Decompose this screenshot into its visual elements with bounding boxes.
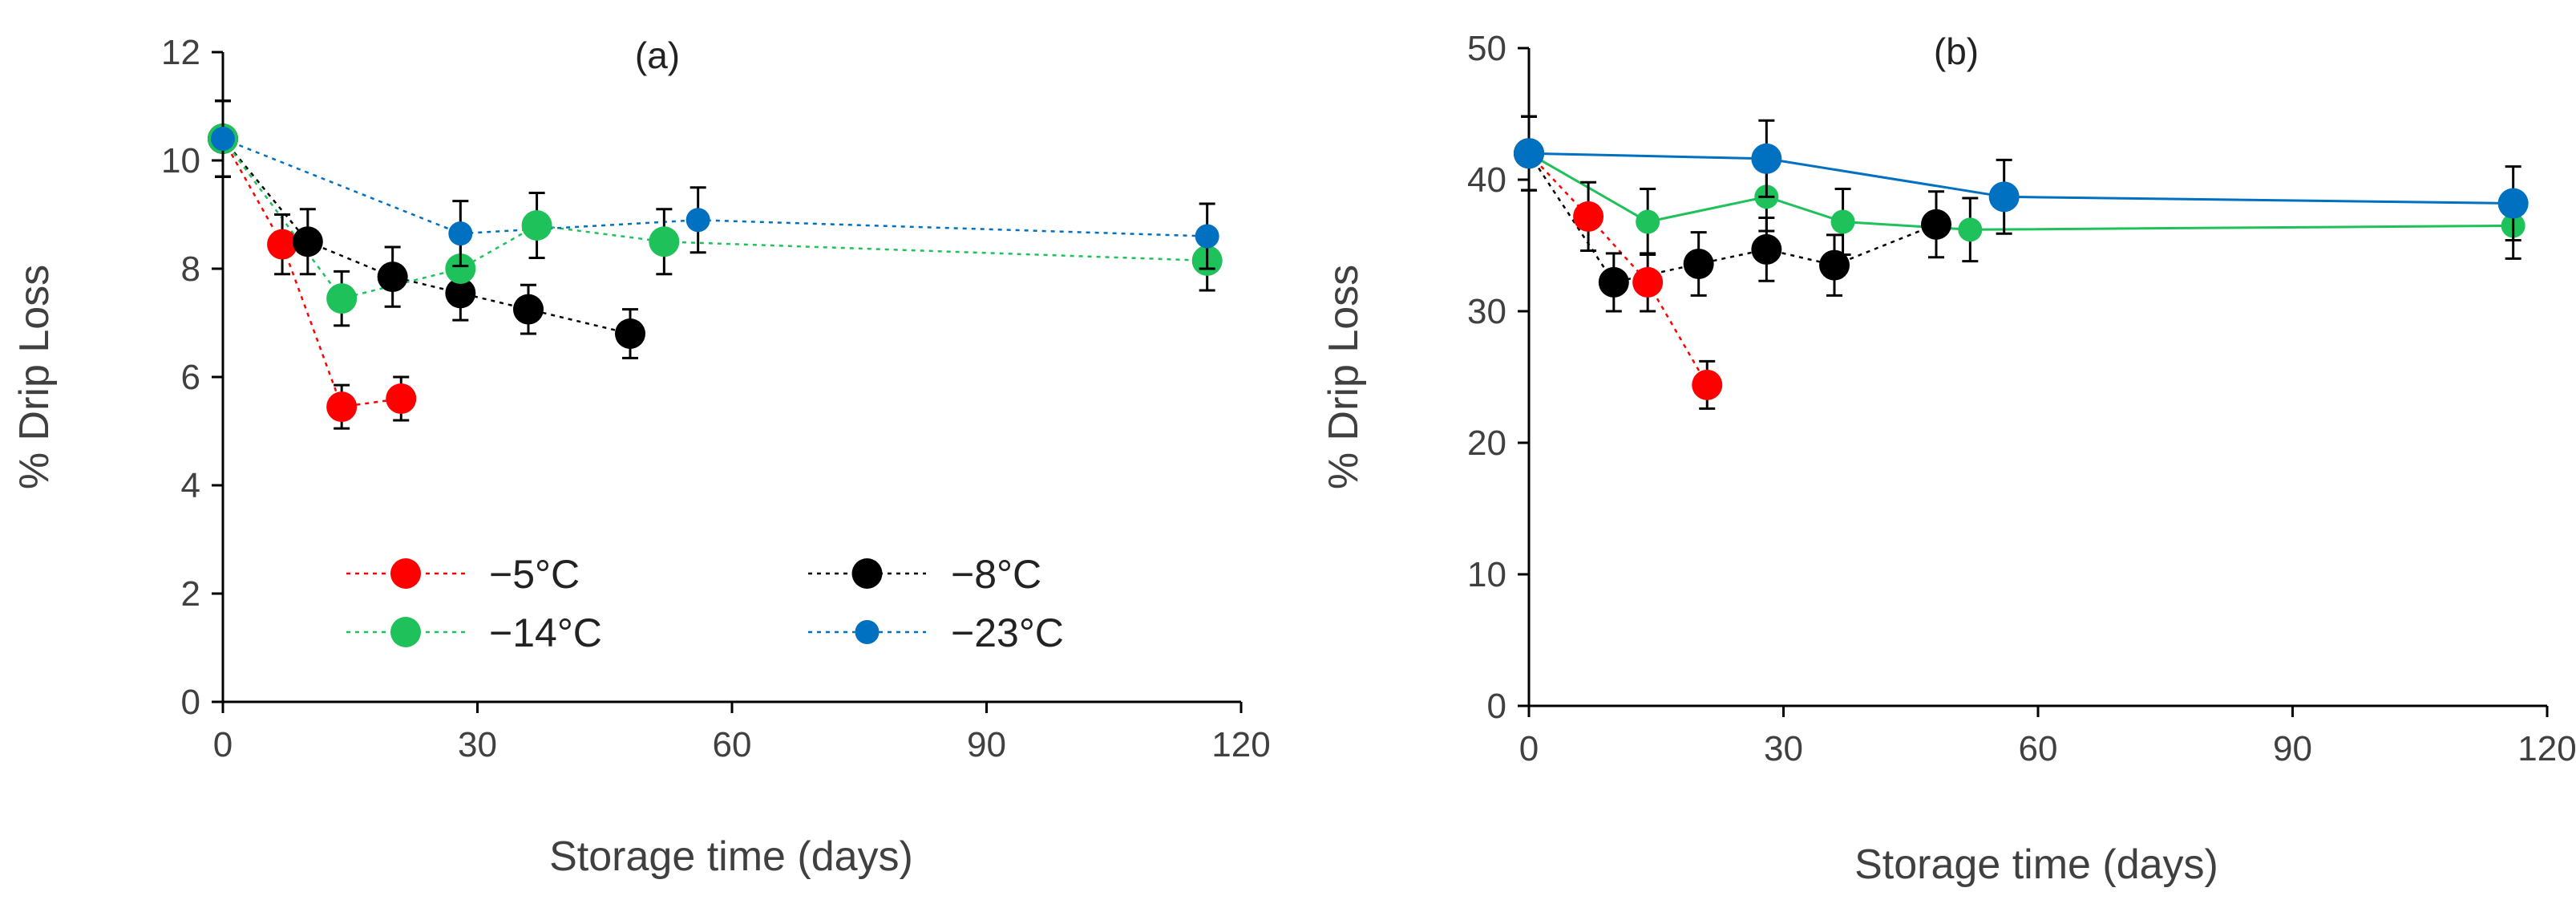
y-tick-label: 50	[1467, 29, 1506, 68]
data-point	[1958, 217, 1983, 242]
legend-marker	[851, 558, 883, 589]
panel-title: (a)	[635, 34, 680, 76]
y-tick-label: 10	[161, 141, 200, 180]
data-point	[448, 221, 473, 246]
series-line	[222, 137, 1207, 237]
x-tick-label: 90	[2273, 729, 2312, 768]
data-point	[1751, 143, 1782, 174]
legend: −5°C −8°C −14°C −23°C	[346, 552, 1064, 655]
y-tick-label: 0	[1487, 687, 1506, 726]
data-point	[1830, 209, 1855, 234]
series-line	[221, 138, 402, 408]
series-line	[222, 138, 631, 335]
x-tick-label: 90	[967, 725, 1006, 764]
data-point	[1988, 181, 2020, 213]
chart-panel-b: 0 30 60 90 120 0 10 20 30 40 50 (b) Storage time (da…	[1320, 29, 2576, 888]
x-tick-label: 60	[2019, 729, 2058, 768]
panel-title: (b)	[1934, 30, 1979, 72]
legend-marker	[855, 620, 880, 644]
data-point	[377, 261, 408, 293]
data-point	[292, 226, 323, 257]
data-point	[1195, 224, 1219, 249]
legend-label: −14°C	[489, 610, 602, 655]
data-point	[386, 383, 417, 414]
x-tick-label: 120	[2517, 729, 2576, 768]
y-tick-label: 2	[181, 574, 200, 614]
legend-label: −23°C	[951, 610, 1064, 655]
data-point	[1692, 369, 1723, 400]
legend-marker	[390, 617, 421, 647]
x-axis-title: Storage time (days)	[549, 833, 913, 880]
y-tick-label: 30	[1467, 292, 1506, 331]
data-point	[1751, 233, 1782, 265]
series-line	[1527, 152, 1937, 284]
data-point	[445, 253, 476, 284]
chart-panel-a: 0 30 60 90 120 0 2 4 6 8 10 12 (a) Storage time (days…	[11, 33, 1271, 880]
data-point	[1636, 209, 1660, 234]
legend-label: −8°C	[951, 552, 1041, 597]
y-tick-label: 40	[1467, 160, 1506, 200]
data-point	[326, 283, 358, 314]
series-line	[1528, 152, 2513, 231]
legend-marker	[390, 558, 421, 589]
data-point	[649, 226, 680, 257]
y-tick-label: 0	[181, 683, 200, 722]
y-tick-label: 8	[181, 249, 200, 289]
x-axis-title: Storage time (days)	[1854, 841, 2218, 888]
data-point	[521, 210, 552, 241]
x-tick-label: 120	[1211, 725, 1270, 764]
data-point	[513, 294, 544, 325]
legend-label: −5°C	[489, 552, 580, 597]
series-line	[1528, 152, 2513, 205]
x-tick-label: 30	[1764, 729, 1803, 768]
y-tick-label: 10	[1467, 555, 1506, 594]
data-point	[1514, 138, 1544, 169]
data-point	[685, 208, 710, 233]
data-point	[1819, 249, 1850, 281]
data-point	[1598, 266, 1629, 298]
y-tick-label: 12	[161, 33, 200, 72]
y-tick-label: 6	[181, 358, 200, 397]
y-axis-title: % Drip Loss	[11, 265, 58, 489]
data-point	[2497, 188, 2529, 219]
y-axis-title: % Drip Loss	[1320, 265, 1367, 489]
y-tick-label: 4	[181, 466, 200, 505]
data-point	[1921, 209, 1951, 240]
series-line	[221, 138, 1207, 300]
data-point	[211, 127, 235, 151]
data-point	[1573, 201, 1604, 232]
data-point	[267, 229, 298, 260]
x-tick-label: 30	[458, 725, 497, 764]
x-tick-label: 0	[213, 725, 233, 764]
data-point	[615, 318, 645, 349]
y-tick-label: 20	[1467, 424, 1506, 463]
x-tick-label: 0	[1519, 729, 1539, 768]
data-point	[326, 391, 358, 423]
data-point	[1683, 248, 1714, 279]
data-point	[1632, 266, 1664, 298]
x-tick-label: 60	[713, 725, 752, 764]
